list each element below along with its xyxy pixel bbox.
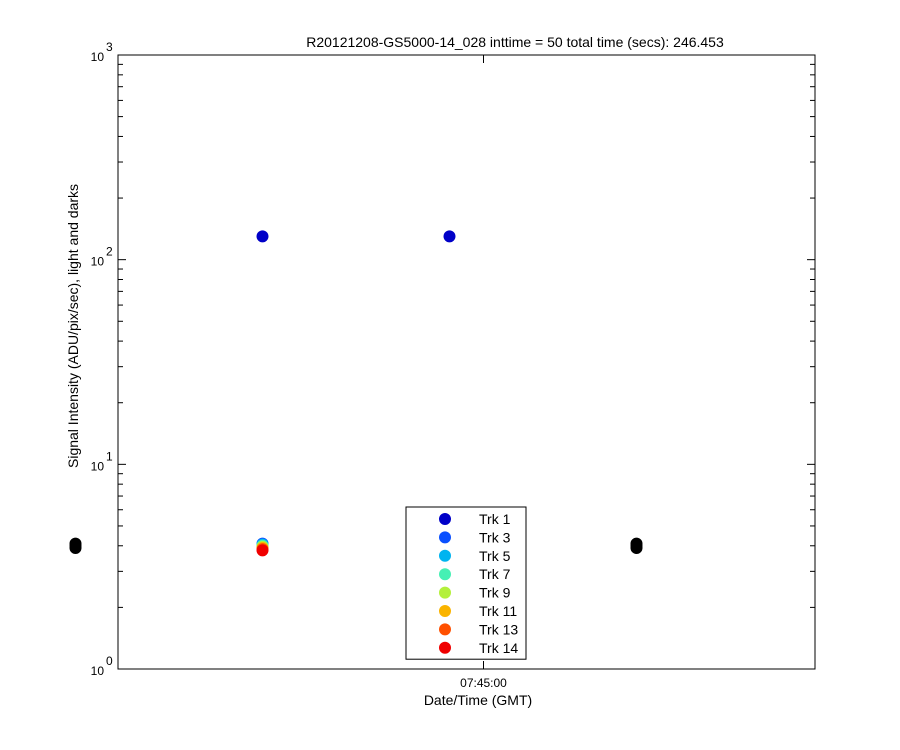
y-tick-label: 10 xyxy=(91,664,105,678)
data-point-trk-1 xyxy=(256,230,269,243)
y-tick-exponent: 1 xyxy=(106,449,113,463)
legend-label: Trk 13 xyxy=(479,621,518,637)
y-axis-label: Signal Intensity (ADU/pix/sec), light an… xyxy=(65,184,81,468)
y-tick-exponent: 0 xyxy=(106,654,113,668)
x-tick-label: 07:45:00 xyxy=(460,676,507,690)
y-tick-label: 10 xyxy=(91,255,105,269)
y-tick-label: 10 xyxy=(91,50,105,64)
legend-marker xyxy=(439,586,451,599)
legend-label: Trk 9 xyxy=(479,585,511,601)
legend-label: Trk 5 xyxy=(479,548,511,564)
legend-label: Trk 11 xyxy=(479,603,517,619)
legend: Trk 1 Trk 3 Trk 5 Trk 7 Trk 9 Trk 11 Trk 13 Trk… xyxy=(405,506,527,660)
legend-marker xyxy=(439,513,451,525)
legend-marker xyxy=(439,549,451,562)
legend-label: Trk 1 xyxy=(479,511,511,527)
y-tick-exponent: 2 xyxy=(106,245,113,259)
chart-title: R20121208-GS5000-14_028 inttime = 50 tot… xyxy=(306,34,724,50)
legend-box xyxy=(405,506,527,660)
legend-marker xyxy=(439,641,451,654)
x-axis-label: Date/Time (GMT) xyxy=(424,692,532,708)
legend-marker xyxy=(439,623,451,636)
legend-label: Trk 7 xyxy=(479,566,511,582)
legend-marker xyxy=(439,568,451,581)
dark-point xyxy=(69,542,82,555)
y-tick-exponent: 3 xyxy=(106,40,113,54)
legend-marker xyxy=(439,531,451,544)
y-tick-label: 10 xyxy=(91,459,105,473)
legend-marker xyxy=(439,605,451,617)
data-point-trk-14 xyxy=(256,544,269,557)
data-point-trk-1 xyxy=(443,230,456,243)
legend-label: Trk 3 xyxy=(479,529,511,545)
dark-point xyxy=(630,542,643,555)
legend-label: Trk 14 xyxy=(479,640,518,656)
